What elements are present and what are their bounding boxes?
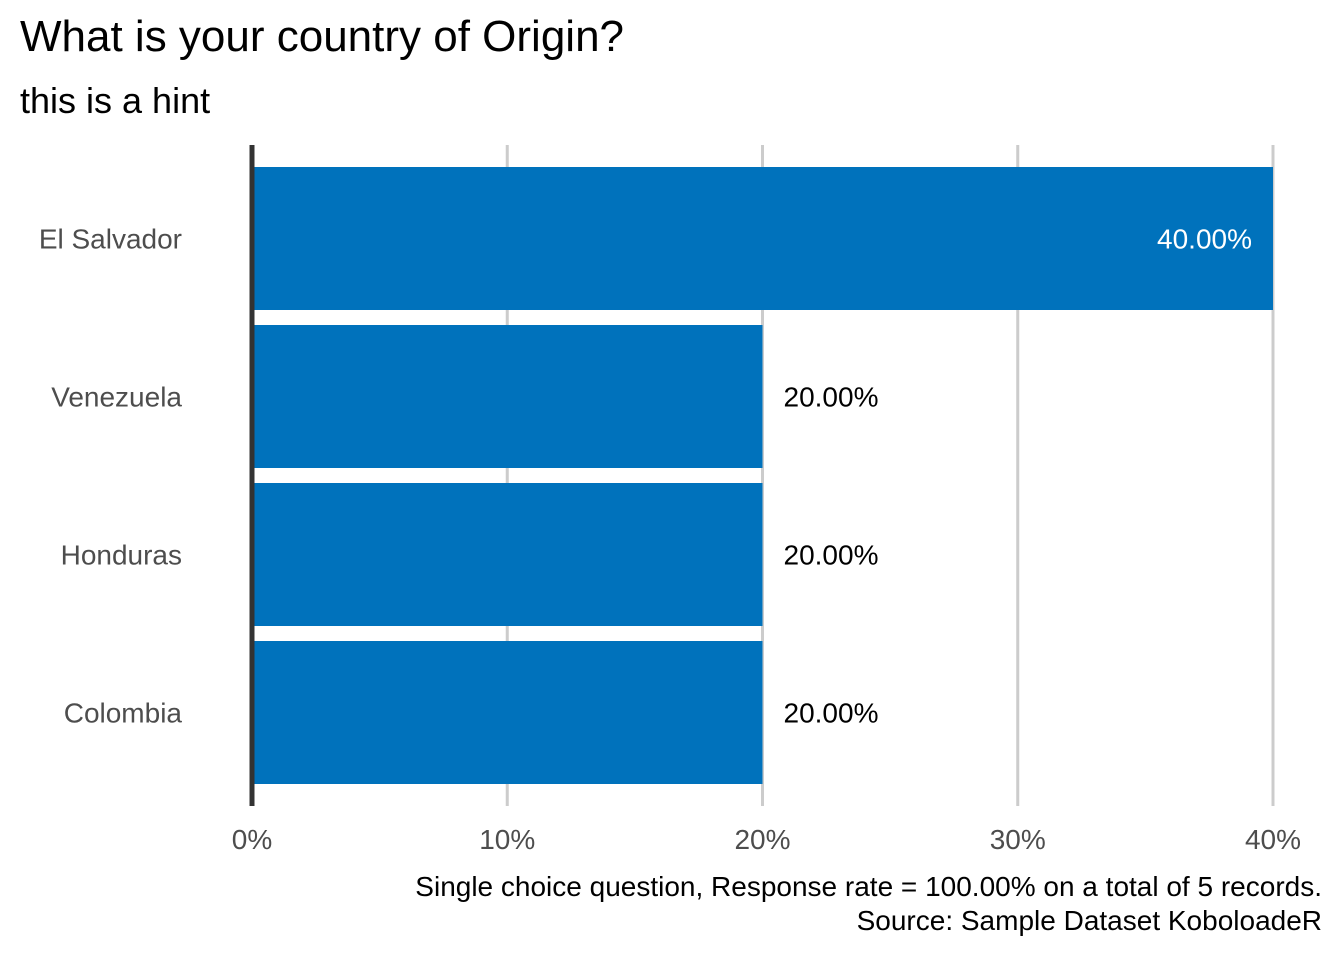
category-label: Colombia — [64, 698, 183, 729]
x-tick-label: 0% — [232, 824, 272, 855]
bars — [252, 167, 1273, 784]
caption-line-response-rate: Single choice question, Response rate = … — [415, 871, 1322, 902]
x-tick-label: 30% — [990, 824, 1046, 855]
labels: 0% 10% 20% 30% 40% El Salvador 40.00% Venezuela… — [39, 224, 1301, 856]
chart-subtitle: this is a hint — [20, 80, 211, 121]
category-label: Venezuela — [51, 382, 182, 413]
value-label: 20.00% — [784, 698, 879, 729]
bar — [252, 483, 763, 626]
bar — [252, 641, 763, 784]
x-tick-label: 40% — [1245, 824, 1301, 855]
chart-title: What is your country of Origin? — [20, 12, 625, 61]
category-label: El Salvador — [39, 224, 182, 255]
x-tick-label: 10% — [479, 824, 535, 855]
bar — [252, 167, 1273, 310]
category-label: Honduras — [61, 540, 182, 571]
chart-caption: Single choice question, Response rate = … — [415, 870, 1322, 938]
value-label: 20.00% — [784, 382, 879, 413]
caption-line-source: Source: Sample Dataset KoboloadeR — [856, 905, 1322, 936]
bar — [252, 325, 763, 468]
x-tick-label: 20% — [734, 824, 790, 855]
value-label: 20.00% — [784, 540, 879, 571]
value-label: 40.00% — [1157, 224, 1252, 255]
